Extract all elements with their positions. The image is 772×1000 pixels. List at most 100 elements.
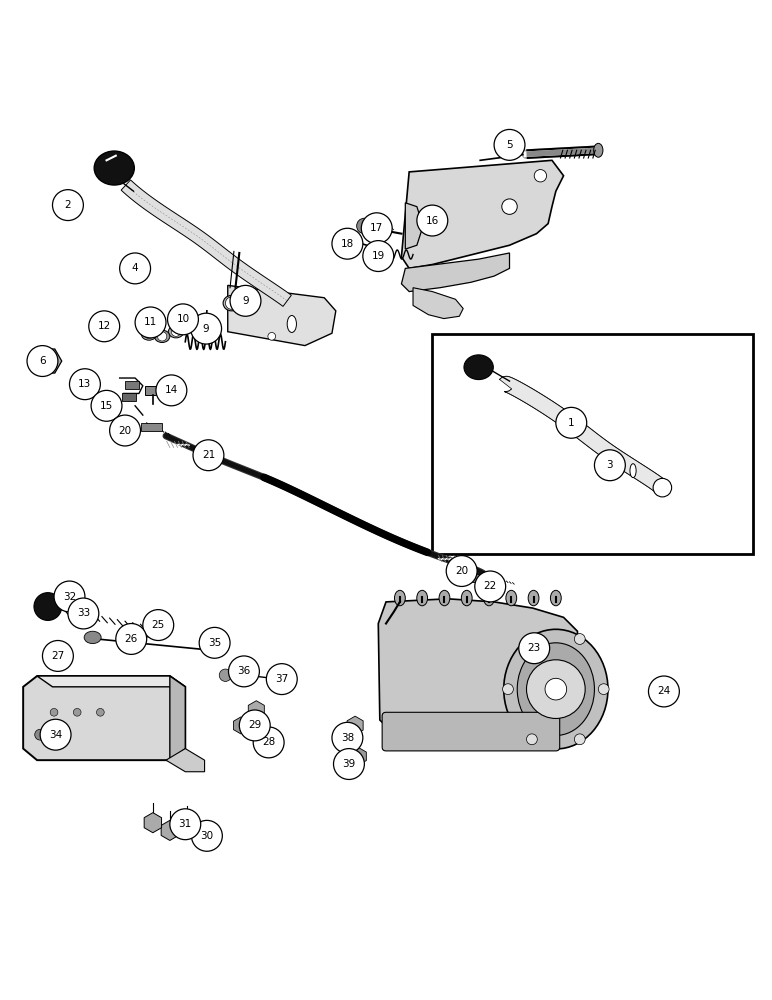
Ellipse shape xyxy=(69,596,78,604)
Circle shape xyxy=(594,450,625,481)
Text: 31: 31 xyxy=(178,819,192,829)
Circle shape xyxy=(527,634,537,644)
Bar xyxy=(145,386,162,395)
Ellipse shape xyxy=(417,590,428,606)
Circle shape xyxy=(144,329,154,339)
Circle shape xyxy=(239,710,270,741)
Ellipse shape xyxy=(84,631,101,644)
Ellipse shape xyxy=(464,355,493,380)
Circle shape xyxy=(54,581,85,612)
Ellipse shape xyxy=(594,143,603,157)
Circle shape xyxy=(52,190,83,221)
Text: 35: 35 xyxy=(208,638,222,648)
Ellipse shape xyxy=(394,590,405,606)
Polygon shape xyxy=(166,749,205,772)
Bar xyxy=(122,393,136,401)
Circle shape xyxy=(230,285,261,316)
Polygon shape xyxy=(401,253,510,292)
Ellipse shape xyxy=(287,315,296,332)
Ellipse shape xyxy=(506,590,516,606)
Bar xyxy=(125,381,139,389)
Ellipse shape xyxy=(462,590,472,606)
Circle shape xyxy=(120,253,151,284)
Text: 36: 36 xyxy=(237,666,251,676)
Circle shape xyxy=(648,676,679,707)
Text: 22: 22 xyxy=(483,581,497,591)
Polygon shape xyxy=(401,160,564,268)
Text: 32: 32 xyxy=(63,591,76,601)
Text: 19: 19 xyxy=(371,251,385,261)
Circle shape xyxy=(34,593,62,620)
Text: 4: 4 xyxy=(132,263,138,273)
Circle shape xyxy=(363,241,394,271)
Ellipse shape xyxy=(139,628,151,637)
Circle shape xyxy=(556,407,587,438)
Text: 29: 29 xyxy=(248,720,262,730)
Circle shape xyxy=(534,170,547,182)
Circle shape xyxy=(253,727,284,758)
Polygon shape xyxy=(378,599,577,741)
Circle shape xyxy=(334,749,364,779)
Circle shape xyxy=(527,660,585,718)
Text: 2: 2 xyxy=(65,200,71,210)
Ellipse shape xyxy=(154,330,170,343)
Circle shape xyxy=(653,478,672,497)
Circle shape xyxy=(494,129,525,160)
Circle shape xyxy=(143,610,174,641)
Text: 38: 38 xyxy=(340,733,354,743)
Circle shape xyxy=(193,440,224,471)
Ellipse shape xyxy=(517,643,594,735)
Text: 12: 12 xyxy=(97,321,111,331)
Circle shape xyxy=(96,708,104,716)
Polygon shape xyxy=(405,203,423,249)
Circle shape xyxy=(475,571,506,602)
Circle shape xyxy=(168,304,198,335)
Circle shape xyxy=(417,205,448,236)
Text: 6: 6 xyxy=(39,356,46,366)
Text: 3: 3 xyxy=(607,460,613,470)
Circle shape xyxy=(68,598,99,629)
Polygon shape xyxy=(228,285,336,346)
Circle shape xyxy=(502,199,517,214)
Bar xyxy=(141,423,162,431)
Circle shape xyxy=(40,719,71,750)
Circle shape xyxy=(35,729,46,740)
Circle shape xyxy=(199,627,230,658)
Text: 23: 23 xyxy=(527,643,541,653)
Circle shape xyxy=(266,664,297,695)
Ellipse shape xyxy=(94,151,134,185)
Circle shape xyxy=(73,708,81,716)
Circle shape xyxy=(244,668,258,682)
Circle shape xyxy=(191,820,222,851)
Ellipse shape xyxy=(630,464,636,478)
Bar xyxy=(468,574,489,582)
Text: 17: 17 xyxy=(370,223,384,233)
Text: 11: 11 xyxy=(144,317,157,327)
Text: 25: 25 xyxy=(151,620,165,630)
Circle shape xyxy=(503,684,513,695)
Text: 28: 28 xyxy=(262,737,276,747)
Ellipse shape xyxy=(503,629,608,749)
Circle shape xyxy=(268,332,276,340)
Circle shape xyxy=(332,722,363,753)
Circle shape xyxy=(191,313,222,344)
Circle shape xyxy=(42,641,73,671)
Polygon shape xyxy=(37,676,185,687)
Circle shape xyxy=(116,624,147,654)
Ellipse shape xyxy=(550,590,561,606)
Circle shape xyxy=(156,375,187,406)
Circle shape xyxy=(170,809,201,840)
Text: 9: 9 xyxy=(242,296,249,306)
Ellipse shape xyxy=(439,590,450,606)
Ellipse shape xyxy=(483,590,494,606)
Circle shape xyxy=(135,307,166,338)
Text: 9: 9 xyxy=(203,324,209,334)
Ellipse shape xyxy=(528,590,539,606)
Text: 30: 30 xyxy=(200,831,214,841)
Circle shape xyxy=(275,672,289,686)
Text: 26: 26 xyxy=(124,634,138,644)
Circle shape xyxy=(446,556,477,586)
Circle shape xyxy=(357,218,372,234)
Circle shape xyxy=(50,708,58,716)
Polygon shape xyxy=(170,676,185,760)
